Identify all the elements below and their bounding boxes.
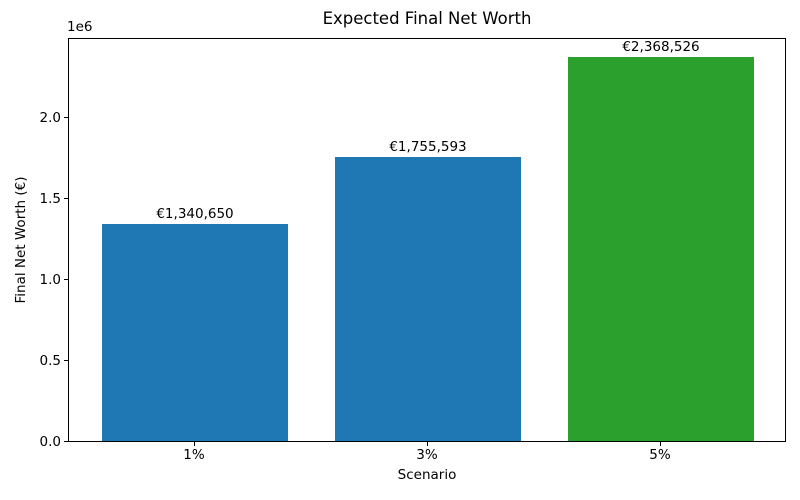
bar-5% (568, 57, 754, 441)
y-tick-mark (64, 198, 68, 199)
y-tick-mark (64, 441, 68, 442)
bar-value-label: €2,368,526 (622, 39, 700, 55)
x-axis-label: Scenario (397, 467, 457, 483)
x-tick-mark (660, 442, 661, 446)
x-tick-label: 1% (183, 447, 205, 463)
bar-1% (102, 224, 288, 441)
y-tick-label: 0.5 (39, 353, 61, 369)
y-tick-label: 2.0 (39, 110, 61, 126)
y-tick-label: 0.0 (39, 434, 61, 450)
y-axis-offset-text: 1e6 (67, 19, 93, 35)
x-tick-label: 3% (416, 447, 438, 463)
chart-title: Expected Final Net Worth (322, 9, 532, 28)
y-tick-label: 1.0 (39, 272, 61, 288)
x-tick-mark (427, 442, 428, 446)
plot-area: €1,340,650 €1,755,593 €2,368,526 (68, 38, 786, 442)
x-tick-label: 5% (649, 447, 671, 463)
y-tick-mark (64, 279, 68, 280)
bar-3% (335, 157, 521, 441)
y-tick-mark (64, 360, 68, 361)
bar-value-label: €1,340,650 (156, 206, 234, 222)
y-tick-label: 1.5 (39, 191, 61, 207)
x-tick-mark (194, 442, 195, 446)
bar-value-label: €1,755,593 (389, 139, 467, 155)
y-tick-mark (64, 117, 68, 118)
